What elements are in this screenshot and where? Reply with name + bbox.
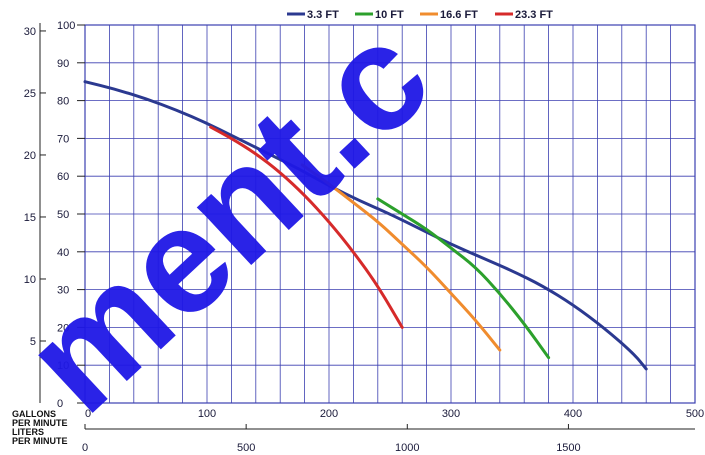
x2-axis-tick-label: 1500 [556, 442, 580, 454]
y-axis-tick-label: 30 [57, 285, 69, 297]
x-axis-tick-label: 100 [198, 408, 216, 420]
x2-axis-tick-label: 1000 [395, 442, 419, 454]
x2-axis-tick-label: 500 [237, 442, 255, 454]
y2-axis-tick-label: 15 [24, 212, 36, 224]
grid [84, 24, 696, 404]
axis-title-line: GALLONS [12, 409, 56, 419]
x-axis-tick-label: 200 [320, 408, 338, 420]
legend-label: 10 FT [375, 9, 404, 21]
y-axis-tick-label: 40 [57, 247, 69, 259]
y-axis-tick-label: 90 [57, 58, 69, 70]
legend: 3.3 FT 10 FT 16.6 FT 23.3 FT [287, 9, 553, 21]
x-axis-tick-label: 500 [686, 408, 704, 420]
axis-title-line: PER MINUTE [12, 418, 68, 428]
x-axis-tick-label: 0 [85, 408, 91, 420]
axis-title-line: LITERS [12, 427, 44, 437]
series-line-10-ft [376, 197, 551, 360]
y2-axis-tick-label: 25 [24, 88, 36, 100]
series-lines [83, 80, 648, 371]
axis-title-line: PER MINUTE [12, 436, 68, 446]
y-axis-tick-label: 80 [57, 96, 69, 108]
y-axis-tick-label: 70 [57, 133, 69, 145]
x-axis-tick-label: 300 [442, 408, 460, 420]
y-axis-tick-label: 60 [57, 171, 69, 183]
y2-axis-tick-label: 20 [24, 150, 36, 162]
legend-label: 16.6 FT [440, 9, 478, 21]
x2-axis-tick-label: 0 [82, 442, 88, 454]
y-axis-tick-label: 10 [57, 360, 69, 372]
series-line-16-6-ft [300, 163, 502, 352]
y-axis-tick-label: 0 [57, 398, 63, 410]
y2-axis-tick-label: 10 [24, 274, 36, 286]
y2-axis-tick-label: 5 [30, 336, 36, 348]
y-axis-tick-label: 50 [57, 209, 69, 221]
y-axis-tick-label: 100 [57, 20, 75, 32]
x-axis-tick-label: 400 [564, 408, 582, 420]
y-axis-tick-label: 20 [57, 322, 69, 334]
legend-label: 3.3 FT [307, 9, 339, 21]
legend-label: 23.3 FT [515, 9, 553, 21]
series-line-23-3-ft [209, 125, 404, 329]
series-line-3-3-ft [83, 80, 648, 371]
y2-axis-tick-label: 30 [24, 26, 36, 38]
